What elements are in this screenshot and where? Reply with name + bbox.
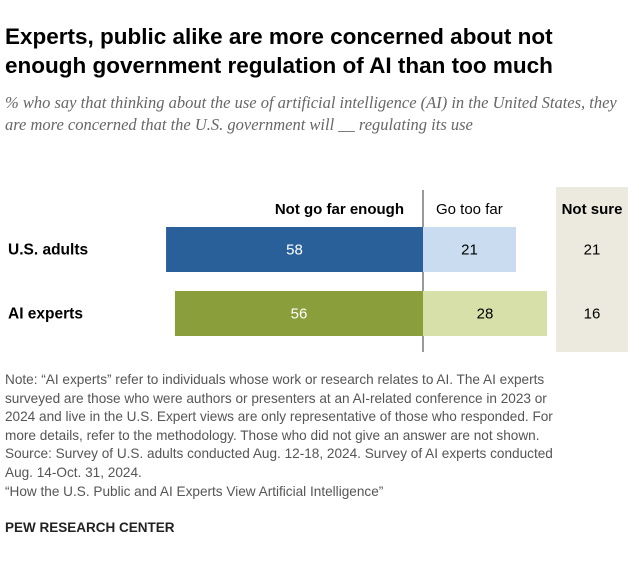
category-label: AI experts — [8, 306, 83, 323]
source-logo: PEW RESEARCH CENTER — [5, 520, 175, 535]
note-line: 2024 and live in the U.S. Expert views a… — [5, 409, 553, 425]
data-label-not-go-far-enough: 56 — [291, 306, 308, 323]
data-label-go-too-far: 21 — [461, 242, 478, 259]
bar-chart: Not go far enough Go too far Not sure U.S. … — [8, 187, 628, 352]
note-line: more details, refer to the methodology. … — [5, 427, 540, 443]
note-line: Aug. 14-Oct. 31, 2024. — [5, 464, 142, 480]
not-sure-column-bg — [556, 187, 628, 352]
bar-go-too-far — [423, 291, 548, 336]
note-line: Source: Survey of U.S. adults conducted … — [5, 446, 553, 462]
data-label-not-go-far-enough: 58 — [286, 242, 303, 259]
chart-subtitle: % who say that thinking about the use of… — [5, 93, 617, 134]
legend-go-too-far: Go too far — [436, 201, 503, 218]
legend-not-sure: Not sure — [562, 201, 623, 218]
chart-title: Experts, public alike are more concerned… — [5, 24, 553, 78]
bar-not-go-far-enough — [166, 227, 423, 272]
data-label-not-sure: 16 — [584, 306, 601, 323]
note-line: Note: “AI experts” refer to individuals … — [5, 372, 545, 387]
data-label-not-sure: 21 — [584, 242, 601, 259]
legend-not-go-far-enough: Not go far enough — [275, 201, 404, 218]
chart-notes: Note: “AI experts” refer to individuals … — [5, 371, 635, 501]
bar-not-go-far-enough — [174, 291, 423, 336]
bar-go-too-far — [423, 227, 517, 272]
note-line: “How the U.S. Public and AI Experts View… — [5, 483, 384, 499]
note-line: surveyed are those who were authors or p… — [5, 390, 547, 406]
data-label-go-too-far: 28 — [477, 306, 494, 323]
category-label: U.S. adults — [8, 242, 88, 259]
